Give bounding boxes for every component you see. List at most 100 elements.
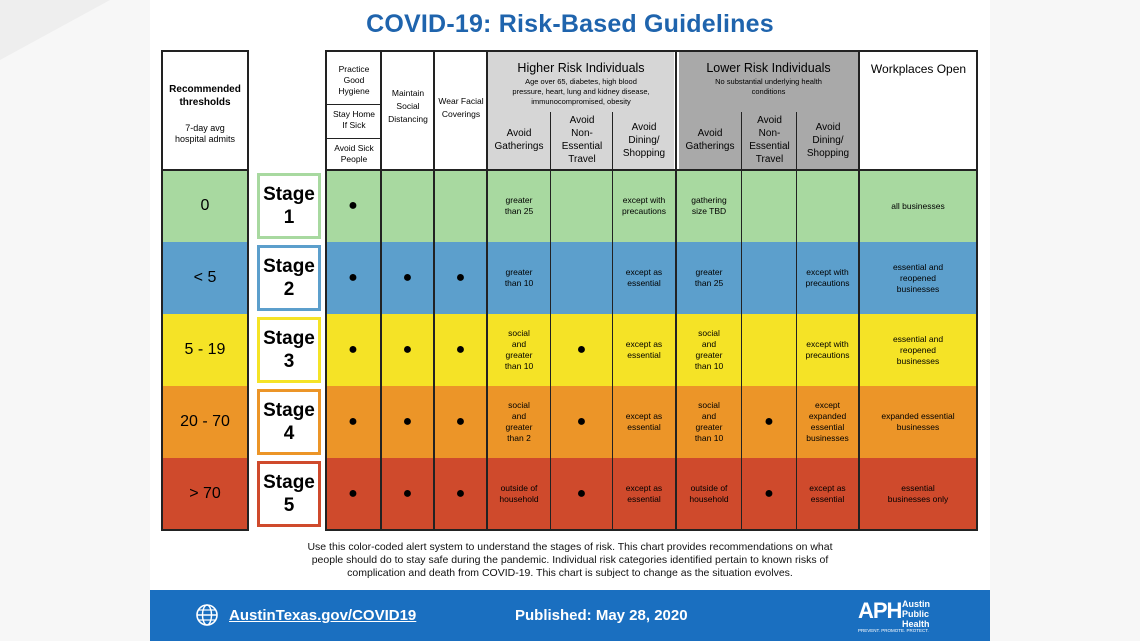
guideline-line: essential and — [892, 333, 944, 344]
stage-label: Stage 1 — [257, 173, 321, 239]
guideline-line: reopened — [900, 272, 936, 283]
recommendation-dot: ● — [764, 413, 774, 430]
guideline-line: essential — [901, 483, 935, 493]
stage-number: 3 — [283, 351, 295, 372]
guideline-text: outside of household — [677, 458, 741, 530]
higher-risk-header-bg — [488, 52, 674, 169]
guideline-line: essential — [627, 494, 661, 504]
recommendation-dot: ● — [455, 413, 466, 430]
guideline-line: greater — [695, 422, 723, 432]
lr-dining-header: Avoid Dining/ Shopping — [806, 121, 850, 159]
guideline-line: greater — [695, 267, 723, 277]
stage-label: Stage 4 — [257, 389, 321, 455]
guideline-line: all businesses — [891, 200, 945, 211]
hr-travel-header: Avoid Non- Essential Travel — [561, 115, 603, 165]
guideline-line: except with — [806, 267, 849, 277]
guideline-line: except — [814, 400, 841, 410]
recommendation-dot: ● — [348, 341, 358, 358]
recommendation-dot: ● — [576, 485, 587, 502]
recommendation-dot: ● — [455, 485, 466, 502]
threshold-value: 0 — [200, 197, 210, 214]
guideline-line: except as — [625, 339, 663, 349]
avoid-sick-header: Avoid Sick People — [334, 143, 374, 164]
left-margin — [0, 0, 150, 641]
corner-decoration — [0, 0, 110, 60]
guideline-line: household — [689, 494, 729, 504]
guideline-text: essential and reopened businesses — [860, 314, 976, 386]
guideline-text: except as essential — [613, 386, 675, 458]
guideline-text: except with precautions — [797, 242, 858, 314]
stage-label: Stage 5 — [257, 461, 321, 527]
recommendation-dot: ● — [402, 341, 413, 358]
guideline-line: except as — [625, 411, 663, 421]
stage-word: Stage — [263, 184, 315, 205]
guideline-line: outside of — [690, 483, 728, 493]
lr-travel-header: Avoid Non- Essential Travel — [749, 115, 790, 165]
guideline-text: except as essential — [613, 242, 675, 314]
lower-risk-header-bg — [679, 52, 858, 169]
practice-hygiene-header: Practice Good Hygiene — [338, 63, 370, 96]
guideline-line: social — [508, 400, 530, 410]
guideline-line: precautions — [805, 350, 850, 360]
guideline-line: except with — [806, 339, 849, 349]
guideline-text: except as essential — [613, 458, 675, 530]
covid-url-link[interactable]: AustinTexas.gov/COVID19 — [229, 607, 417, 624]
recommendation-dot: ● — [402, 485, 413, 502]
stage-number: 1 — [283, 207, 295, 228]
guideline-line: except as — [809, 483, 846, 493]
thresholds-subtitle: 7-day avg hospital admits — [174, 123, 236, 144]
guideline-line: social — [508, 328, 530, 338]
recommendation-dot: ● — [348, 413, 358, 430]
guideline-line: essential — [627, 350, 661, 360]
stage-word: Stage — [263, 472, 315, 493]
guideline-line: precautions — [622, 206, 666, 216]
threshold-value: > 70 — [189, 485, 221, 502]
recommendation-dot: ● — [764, 485, 774, 502]
guideline-line: essential — [810, 422, 845, 432]
guideline-line: essential — [627, 278, 661, 288]
stage-word: Stage — [263, 256, 315, 277]
social-distancing-header: Maintain Social Distancing — [388, 87, 428, 124]
guideline-line: except as — [625, 267, 663, 277]
threshold-value: 5 - 19 — [184, 341, 226, 358]
guideline-line: reopened — [900, 344, 936, 355]
guideline-line: businesses — [806, 433, 849, 443]
guideline-line: gathering — [691, 195, 727, 205]
guideline-text: except as essential — [797, 458, 858, 530]
guideline-text: expanded essential businesses — [860, 386, 976, 458]
stage-number: 4 — [283, 423, 295, 444]
lower-risk-title: Lower Risk Individuals — [706, 61, 831, 75]
right-margin — [990, 0, 1140, 641]
guideline-line: and — [701, 411, 717, 421]
guideline-text: except as essential — [613, 314, 675, 386]
guideline-line: businesses — [896, 283, 940, 294]
guideline-text: gathering size TBD — [677, 170, 741, 242]
higher-risk-description: Age over 65, diabetes, high blood pressu… — [512, 77, 650, 106]
guideline-text: greater than 25 — [677, 242, 741, 314]
guideline-line: expanded — [808, 411, 847, 421]
guideline-line: greater — [695, 350, 723, 360]
recommendation-dot: ● — [348, 269, 358, 286]
guideline-line: businesses — [896, 422, 940, 432]
guideline-line: greater — [505, 422, 533, 432]
guideline-line: essential — [627, 422, 661, 432]
recommendation-dot: ● — [402, 413, 413, 430]
guideline-text: greater than 25 — [488, 170, 550, 242]
lower-risk-description: No substantial underlying health conditi… — [715, 77, 822, 96]
guideline-text: essential businesses only — [860, 458, 976, 530]
guideline-text: all businesses — [860, 170, 976, 242]
stage-word: Stage — [263, 400, 315, 421]
guideline-line: and — [511, 339, 527, 349]
workplaces-header: Workplaces Open — [870, 62, 967, 76]
lr-gatherings-header: Avoid Gatherings — [685, 128, 735, 152]
guideline-line: essential and — [892, 261, 944, 272]
guideline-line: greater — [505, 350, 533, 360]
stage-number: 2 — [283, 279, 295, 300]
guideline-line: than 10 — [504, 278, 534, 288]
threshold-value: 20 - 70 — [180, 413, 230, 430]
guideline-line: except with — [622, 195, 666, 205]
threshold-value: < 5 — [193, 269, 217, 286]
guideline-text: outside of household — [488, 458, 550, 530]
guideline-line: than 10 — [504, 361, 534, 371]
guideline-line: than 2 — [507, 433, 531, 443]
